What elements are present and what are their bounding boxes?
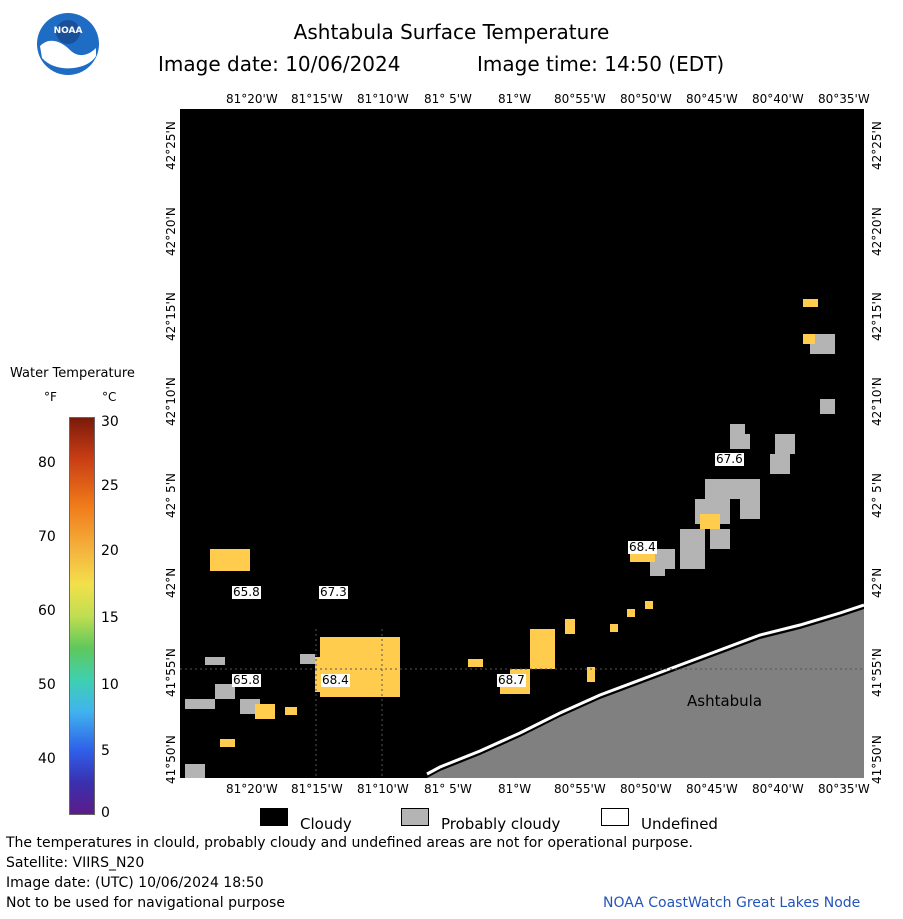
scale-f-tick: 40 <box>38 751 56 767</box>
lon-label: 80°40'W <box>752 92 804 106</box>
lat-label: 42°N <box>870 567 884 598</box>
footer-notice: The temperatures in clould, probably clo… <box>6 835 693 851</box>
lat-label: 42°25'N <box>870 121 884 170</box>
lat-label: 42°20'N <box>164 207 178 256</box>
lon-label: 80°40'W <box>752 782 804 796</box>
legend-label-undefined: Undefined <box>641 815 718 833</box>
scale-c-tick: 0 <box>101 805 110 821</box>
lat-label: 42°10'N <box>164 377 178 426</box>
legend-label-probably-cloudy: Probably cloudy <box>441 815 561 833</box>
legend-swatch-cloudy <box>260 808 288 826</box>
scale-c-tick: 25 <box>101 478 119 494</box>
temperature-label: 68.4 <box>321 673 350 687</box>
footer-satellite: Satellite: VIIRS_N20 <box>6 855 145 871</box>
lat-label: 42°15'N <box>164 292 178 341</box>
lon-label: 81°W <box>498 92 532 106</box>
lon-label: 80°55'W <box>554 782 606 796</box>
lon-label: 81°20'W <box>226 92 278 106</box>
scale-unit-c: °C <box>102 390 117 404</box>
legend-swatch-undefined <box>601 808 629 826</box>
temperature-label: 67.6 <box>715 452 744 466</box>
lat-label: 41°55'N <box>164 648 178 697</box>
warm-water-patches <box>210 299 818 747</box>
lat-label: 42°25'N <box>164 121 178 170</box>
image-date: Image date: 10/06/2024 <box>158 52 401 76</box>
color-scale-bar <box>69 417 95 815</box>
temperature-label: 65.8 <box>232 673 261 687</box>
scale-c-tick: 5 <box>101 743 110 759</box>
scale-f-tick: 80 <box>38 455 56 471</box>
scale-f-tick: 70 <box>38 529 56 545</box>
image-time: Image time: 14:50 (EDT) <box>477 52 725 76</box>
noaa-logo-text: NOAA <box>53 26 83 36</box>
lat-label: 42° 5'N <box>870 473 884 518</box>
footer-nav-warning: Not to be used for navigational purpose <box>6 895 285 911</box>
land-area <box>427 609 864 778</box>
lon-label: 80°45'W <box>686 782 738 796</box>
scale-c-tick: 20 <box>101 543 119 559</box>
lon-label: 80°35'W <box>818 92 870 106</box>
lon-label: 81° 5'W <box>424 782 472 796</box>
footer-utc-date: Image date: (UTC) 10/06/2024 18:50 <box>6 875 264 891</box>
lat-label: 42°15'N <box>870 292 884 341</box>
scale-f-tick: 60 <box>38 603 56 619</box>
map-panel[interactable]: 65.8 67.3 68.4 65.8 68.7 68.4 67.6 Ashta… <box>180 109 864 778</box>
map-canvas <box>180 299 864 778</box>
scale-c-tick: 15 <box>101 610 119 626</box>
graticule <box>180 629 864 778</box>
temperature-label: 68.4 <box>628 540 657 554</box>
noaa-logo: NOAA <box>36 12 100 76</box>
footer-credit[interactable]: NOAA CoastWatch Great Lakes Node <box>603 895 861 911</box>
lat-label: 42°N <box>164 567 178 598</box>
scale-f-tick: 50 <box>38 677 56 693</box>
lon-label: 81° 5'W <box>424 92 472 106</box>
lon-label: 81°10'W <box>357 92 409 106</box>
lon-label: 81°W <box>498 782 532 796</box>
temperature-label: 65.8 <box>232 585 261 599</box>
lon-label: 80°35'W <box>818 782 870 796</box>
lon-label: 81°15'W <box>291 782 343 796</box>
lat-label: 42° 5'N <box>164 473 178 518</box>
scale-unit-f: °F <box>44 390 57 404</box>
legend-swatch-probably-cloudy <box>401 808 429 826</box>
probably-cloudy-patches <box>185 334 835 778</box>
lon-label: 81°10'W <box>357 782 409 796</box>
lat-label: 41°50'N <box>870 735 884 784</box>
scale-c-tick: 10 <box>101 677 119 693</box>
lon-label: 80°55'W <box>554 92 606 106</box>
place-label: Ashtabula <box>687 692 763 710</box>
scale-title: Water Temperature <box>10 366 135 381</box>
temperature-label: 67.3 <box>319 585 348 599</box>
page-title: Ashtabula Surface Temperature <box>293 20 610 44</box>
lon-label: 80°50'W <box>620 92 672 106</box>
lon-label: 81°15'W <box>291 92 343 106</box>
legend-label-cloudy: Cloudy <box>300 815 352 833</box>
coastline <box>426 603 864 776</box>
lon-label: 80°50'W <box>620 782 672 796</box>
lat-label: 41°55'N <box>870 648 884 697</box>
lat-label: 42°10'N <box>870 377 884 426</box>
lat-label: 41°50'N <box>164 735 178 784</box>
temperature-label: 68.7 <box>497 673 526 687</box>
lat-label: 42°20'N <box>870 207 884 256</box>
scale-c-tick: 30 <box>101 414 119 430</box>
lon-label: 80°45'W <box>686 92 738 106</box>
lon-label: 81°20'W <box>226 782 278 796</box>
